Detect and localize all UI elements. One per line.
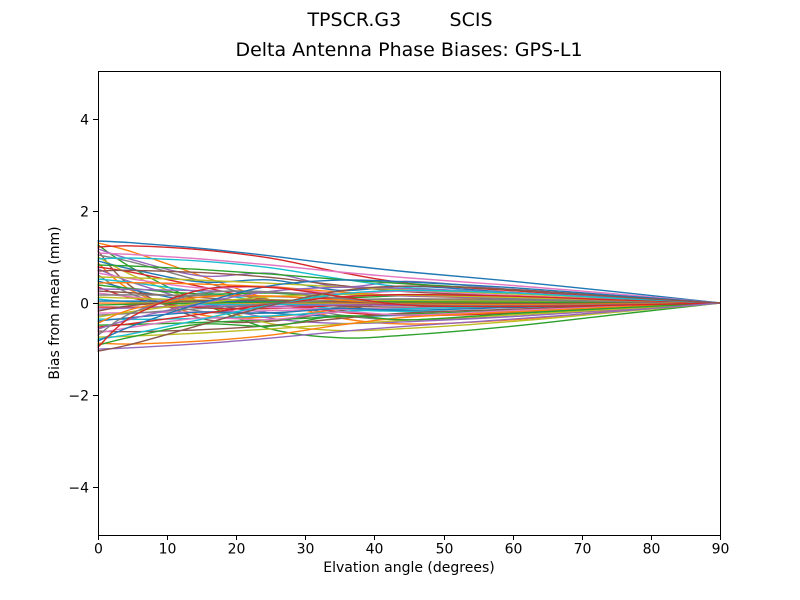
x-tick-label: 20 bbox=[228, 542, 246, 558]
series-line bbox=[97, 252, 721, 304]
x-axis-label: Elvation angle (degrees) bbox=[323, 560, 495, 576]
series-line bbox=[97, 302, 721, 345]
series-line bbox=[97, 285, 721, 352]
series-line bbox=[97, 256, 721, 332]
y-tick-label: 0 bbox=[80, 296, 89, 312]
y-tick-label: −2 bbox=[68, 388, 89, 404]
chart-suptitle: TPSCR.G3 SCIS bbox=[307, 9, 493, 31]
axes-spines bbox=[98, 71, 721, 536]
y-tick-label: 2 bbox=[80, 204, 89, 220]
x-tick-label: 90 bbox=[712, 542, 730, 558]
chart-title: Delta Antenna Phase Biases: GPS-L1 bbox=[235, 39, 583, 61]
series-line bbox=[97, 240, 721, 304]
x-tick-label: 80 bbox=[643, 542, 661, 558]
y-tick-label: 4 bbox=[80, 112, 89, 128]
x-tick-label: 0 bbox=[94, 542, 103, 558]
y-tick-label: −4 bbox=[68, 480, 89, 496]
series-line bbox=[97, 293, 721, 328]
series-line bbox=[97, 289, 721, 340]
x-tick-label: 40 bbox=[366, 542, 384, 558]
series-line bbox=[97, 279, 721, 342]
series-line bbox=[97, 302, 721, 350]
series-line bbox=[97, 244, 721, 339]
series-line bbox=[97, 285, 721, 348]
y-axis-label: Bias from mean (mm) bbox=[47, 226, 63, 380]
x-tick-label: 60 bbox=[505, 542, 523, 558]
x-tick-label: 10 bbox=[159, 542, 177, 558]
series-line bbox=[97, 302, 721, 346]
x-tick-label: 50 bbox=[436, 542, 454, 558]
x-tick-label: 30 bbox=[297, 542, 315, 558]
x-tick-label: 70 bbox=[574, 542, 592, 558]
